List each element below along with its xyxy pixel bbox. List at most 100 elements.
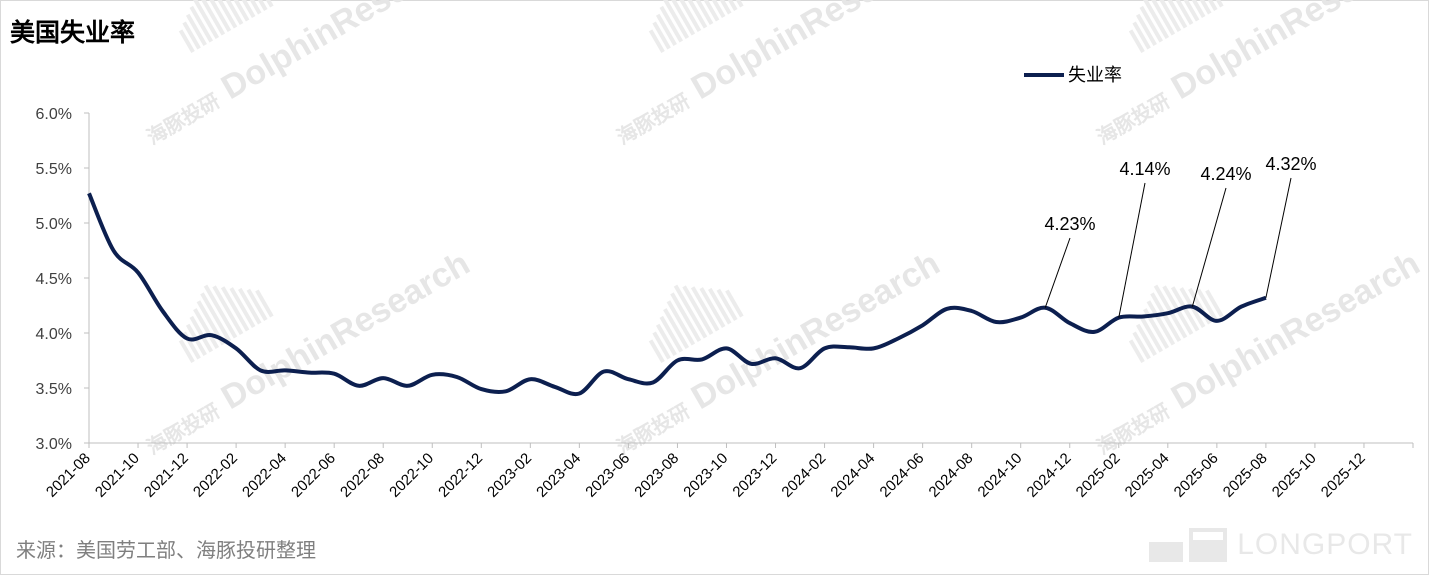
y-tick-label: 3.0% <box>36 436 72 453</box>
watermark-bar <box>1205 289 1224 318</box>
watermark-bar <box>1179 0 1206 19</box>
brand-name: LONGPORT <box>1237 528 1413 561</box>
watermark-bar <box>1150 292 1182 343</box>
watermark-bar <box>725 0 744 8</box>
watermark-bar <box>255 0 274 8</box>
y-tick-label: 4.5% <box>36 271 72 288</box>
annotation-leader <box>1191 187 1227 307</box>
watermark-bar <box>716 0 738 12</box>
x-tick-label: 2021-10 <box>92 450 143 501</box>
watermark-bar <box>1132 331 1151 360</box>
x-tick-label: 2022-06 <box>288 450 339 501</box>
x-tick-label: 2023-08 <box>631 450 682 501</box>
x-tick-label: 2025-04 <box>1122 450 1173 501</box>
watermark-bar <box>212 285 244 336</box>
watermark-bar <box>1139 315 1163 353</box>
watermark-bar <box>203 0 238 29</box>
watermark-bar <box>652 331 671 360</box>
watermark-bar <box>220 0 250 22</box>
watermark-bar <box>238 287 262 325</box>
x-tick-label: 2025-12 <box>1318 450 1369 501</box>
watermark-bar <box>699 287 726 329</box>
watermark-bar <box>670 0 702 33</box>
annotation-label: 4.23% <box>1044 214 1095 234</box>
watermark-bar <box>655 323 677 357</box>
watermark-bar <box>229 0 256 19</box>
x-tick-labels: 2021-082021-102021-122022-022022-042022-… <box>43 443 1414 501</box>
watermark-bar <box>200 292 232 343</box>
x-tick-label: 2022-12 <box>435 450 486 501</box>
watermark-bar <box>699 0 726 19</box>
watermark-bar <box>682 0 714 26</box>
x-tick-label: 2024-10 <box>975 450 1026 501</box>
x-tick-label: 2023-10 <box>680 450 731 501</box>
watermark-bar <box>182 21 201 50</box>
watermark-cn: 海豚投研 <box>613 399 694 460</box>
watermark-bar <box>189 315 213 353</box>
watermark-bar <box>716 288 738 322</box>
watermark-bar <box>652 21 671 50</box>
x-tick-label: 2022-02 <box>190 450 241 501</box>
watermark-layer: 海豚投研DolphinResearch海豚投研DolphinResearch海豚… <box>143 0 1427 460</box>
watermark-cn: 海豚投研 <box>1093 399 1174 460</box>
x-tick-label: 2022-08 <box>337 450 388 501</box>
watermark-bar <box>666 300 696 346</box>
watermark-cn: 海豚投研 <box>1093 89 1174 150</box>
y-tick-label: 5.5% <box>36 161 72 178</box>
watermark-bar <box>185 13 207 47</box>
annotation-layer: 4.23% 4.14% 4.24% 4.32% <box>1044 154 1317 318</box>
x-tick-label: 2021-08 <box>43 450 94 501</box>
x-tick-label: 2022-04 <box>239 450 290 501</box>
watermark-bar <box>1150 0 1182 33</box>
x-tick-label: 2023-02 <box>484 450 535 501</box>
watermark-bar <box>1205 0 1224 8</box>
x-tick-label: 2023-12 <box>729 450 780 501</box>
watermark-bar <box>238 0 262 15</box>
source-note: 来源：美国劳工部、海豚投研整理 <box>16 538 316 562</box>
y-tick-labels: 3.0% 3.5% 4.0% 4.5% 5.0% 5.5% 6.0% <box>36 106 89 453</box>
watermark-bar <box>1153 0 1188 29</box>
watermark-bar <box>725 289 744 318</box>
watermark-bar <box>659 315 683 353</box>
watermark-bar <box>690 286 720 332</box>
watermark-bar <box>178 29 195 54</box>
watermark-bar <box>193 0 220 40</box>
y-tick-label: 4.0% <box>36 326 72 343</box>
watermark-bar <box>673 0 708 29</box>
x-tick-label: 2024-04 <box>827 450 878 501</box>
watermark-bar <box>663 308 690 350</box>
watermark-bar <box>255 289 274 318</box>
legend-label: 失业率 <box>1068 65 1122 86</box>
watermark-bar <box>1143 308 1170 350</box>
x-tick-label: 2024-06 <box>877 450 928 501</box>
x-tick-label: 2024-12 <box>1024 450 1075 501</box>
watermark-bar <box>648 29 665 54</box>
annotation-label: 4.24% <box>1200 164 1251 184</box>
x-tick-label: 2023-06 <box>582 450 633 501</box>
watermark-bar <box>1146 0 1176 36</box>
series-line <box>87 192 1267 397</box>
watermark-bar <box>682 285 714 336</box>
watermark-bar <box>1188 0 1212 15</box>
watermark-bar <box>193 308 220 350</box>
annotation-label: 4.32% <box>1265 154 1316 174</box>
brand-logo: LONGPORT <box>1149 528 1413 562</box>
watermark-bar <box>229 287 256 329</box>
watermark-bar <box>1170 0 1200 22</box>
watermark-bar <box>648 339 665 364</box>
x-tick-label: 2024-08 <box>926 450 977 501</box>
annotation-leader <box>1118 182 1146 318</box>
legend: 失业率 <box>1024 65 1122 86</box>
watermark-bar <box>246 0 268 12</box>
y-tick-label: 3.5% <box>36 381 72 398</box>
watermark-bar <box>1196 0 1218 12</box>
watermark-bar <box>1135 323 1157 357</box>
watermark-bar <box>673 284 708 339</box>
watermark-en: DolphinResearch <box>215 244 476 417</box>
watermark-bar <box>1139 5 1163 43</box>
